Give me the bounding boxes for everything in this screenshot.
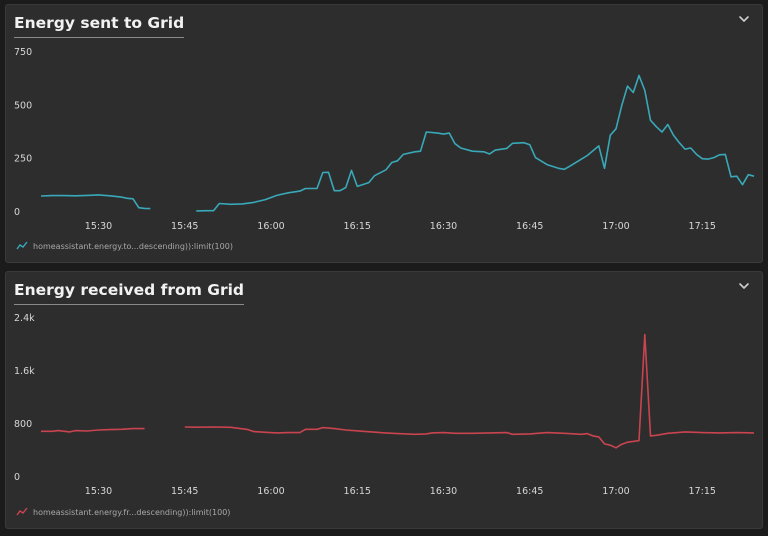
x-tick-label: 16:15 [344,221,371,232]
y-tick-label: 2.4k [14,313,35,324]
energy-sent-chart: 0 250 500 750 15:30 15:45 16:00 16:15 16:30 16:45… [14,47,755,232]
legend-item-received[interactable]: homeassistant.energy.fr...descending)):l… [16,507,230,517]
x-tick-label: 16:30 [430,486,457,497]
y-tick-label: 500 [14,100,32,111]
x-tick-label: 15:45 [171,221,198,232]
x-tick-label: 16:30 [430,221,457,232]
x-tick-label: 16:45 [516,221,543,232]
y-tick-label: 1.6k [14,366,35,377]
series-line [40,194,151,210]
x-tick-label: 15:30 [85,486,112,497]
panel-title: Energy sent to Grid [14,14,185,38]
chevron-down-icon[interactable] [736,278,752,294]
panel-title: Energy received from Grid [14,281,245,305]
x-tick-label: 17:15 [689,486,716,497]
x-tick-label: 17:00 [602,221,629,232]
x-tick-label: 15:30 [85,221,112,232]
x-tick-label: 16:45 [516,486,543,497]
energy-received-chart: 0 800 1.6k 2.4k 15:30 15:45 16:00 16:15 16:30 16:… [14,313,755,497]
y-tick-label: 750 [14,47,32,58]
y-tick-label: 800 [14,419,32,430]
y-tick-label: 250 [14,154,32,165]
series-line-icon [16,241,28,250]
legend-label: homeassistant.energy.to...descending)):l… [33,241,233,251]
x-tick-label: 17:00 [602,486,629,497]
y-tick-label: 0 [14,207,20,218]
y-tick-label: 0 [14,472,20,483]
series-line [41,427,145,433]
series-line-icon [16,507,28,516]
x-tick-label: 15:45 [171,486,198,497]
legend-item-sent[interactable]: homeassistant.energy.to...descending)):l… [16,241,233,251]
energy-sent-panel: Energy sent to Grid 0 250 500 750 15:30 15:45… [5,4,763,263]
series-line [184,333,755,449]
x-tick-label: 16:15 [344,486,371,497]
x-tick-label: 16:00 [257,221,284,232]
chevron-down-icon[interactable] [736,11,752,27]
legend-label: homeassistant.energy.fr...descending)):l… [33,507,231,517]
x-tick-label: 16:00 [257,486,284,497]
x-tick-label: 17:15 [689,221,716,232]
energy-received-panel: Energy received from Grid 0 800 1.6k 2.4k 15… [5,271,763,529]
series-line [196,74,755,212]
